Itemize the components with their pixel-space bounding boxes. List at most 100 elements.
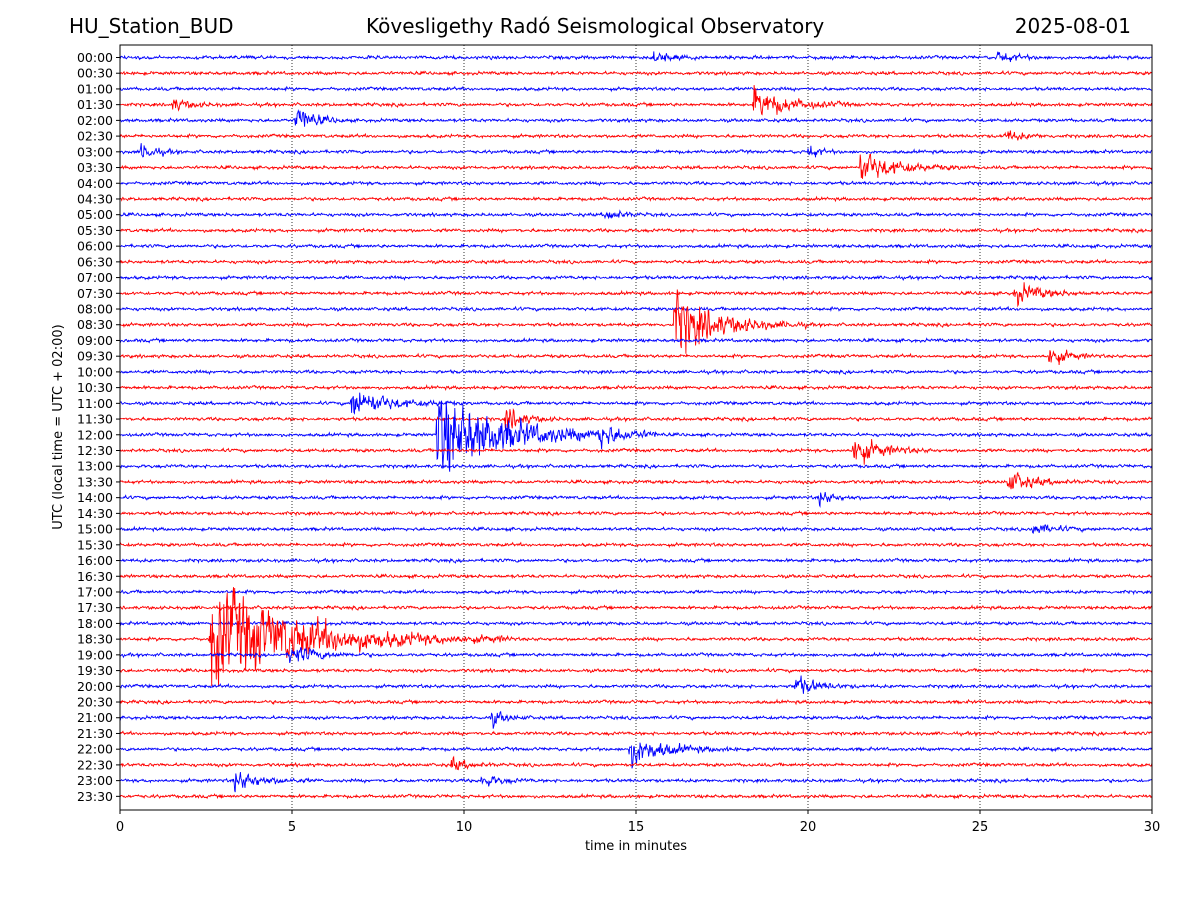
trace-0900 [120, 337, 1152, 344]
trace-0700 [120, 274, 1152, 282]
trace-2100 [120, 710, 1152, 729]
trace-0630 [120, 258, 1152, 265]
trace-1500 [120, 524, 1152, 534]
trace-0730 [120, 282, 1152, 308]
y-axis: 00:0000:3001:0001:3002:0002:3003:0003:30… [77, 50, 120, 804]
y-tick-label: 08:30 [77, 317, 113, 332]
trace-1800 [120, 620, 1152, 627]
seismic-traces [120, 51, 1152, 800]
y-tick-label: 06:30 [77, 254, 113, 269]
x-tick-label: 20 [800, 820, 817, 835]
y-tick-label: 20:30 [77, 695, 113, 710]
y-tick-label: 00:00 [77, 50, 113, 65]
y-tick-label: 06:00 [77, 239, 113, 254]
y-tick-label: 03:00 [77, 144, 113, 159]
trace-1730 [120, 604, 1152, 612]
trace-0430 [120, 195, 1152, 203]
x-tick-label: 15 [628, 820, 645, 835]
trace-2330 [120, 792, 1152, 800]
trace-0830 [120, 289, 1152, 354]
trace-0330 [120, 153, 1152, 179]
y-tick-label: 18:30 [77, 632, 113, 647]
y-tick-label: 15:30 [77, 537, 113, 552]
x-tick-label: 10 [456, 820, 473, 835]
y-tick-label: 19:00 [77, 647, 113, 662]
y-tick-label: 04:30 [77, 191, 113, 206]
trace-0400 [120, 180, 1152, 187]
y-tick-label: 09:00 [77, 333, 113, 348]
y-tick-label: 15:00 [77, 522, 113, 537]
y-tick-label: 22:00 [77, 742, 113, 757]
y-tick-label: 23:00 [77, 773, 113, 788]
x-tick-label: 5 [288, 820, 296, 835]
trace-0800 [120, 305, 1152, 313]
trace-0530 [120, 227, 1152, 235]
trace-0930 [120, 349, 1152, 366]
y-tick-label: 16:30 [77, 569, 113, 584]
y-tick-label: 21:30 [77, 726, 113, 741]
trace-1100 [120, 392, 1152, 415]
trace-2200 [120, 742, 1152, 769]
y-tick-label: 13:00 [77, 459, 113, 474]
trace-1300 [120, 462, 1152, 471]
x-axis: 0 5 10 15 20 25 30 [116, 810, 1160, 835]
trace-0200 [120, 109, 1152, 127]
trace-0300 [120, 143, 1152, 158]
y-tick-label: 01:00 [77, 81, 113, 96]
trace-0130 [120, 85, 1152, 116]
record-date: 2025-08-01 [1014, 14, 1131, 38]
y-tick-label: 21:00 [77, 710, 113, 725]
trace-1400 [120, 492, 1152, 508]
trace-1630 [120, 572, 1152, 580]
y-tick-label: 09:30 [77, 349, 113, 364]
y-tick-label: 19:30 [77, 663, 113, 678]
y-tick-label: 22:30 [77, 757, 113, 772]
y-tick-label: 13:30 [77, 474, 113, 489]
y-tick-label: 10:00 [77, 364, 113, 379]
trace-0030 [120, 69, 1152, 77]
y-tick-label: 03:30 [77, 160, 113, 175]
trace-1900 [120, 647, 1152, 664]
observatory-title: Kövesligethy Radó Seismological Observat… [366, 14, 825, 38]
y-tick-label: 20:00 [77, 679, 113, 694]
y-tick-label: 14:00 [77, 490, 113, 505]
trace-1930 [120, 667, 1152, 674]
x-tick-label: 25 [972, 820, 989, 835]
y-tick-label: 12:30 [77, 443, 113, 458]
trace-1230 [120, 439, 1152, 465]
y-tick-label: 11:00 [77, 396, 113, 411]
y-tick-label: 12:00 [77, 427, 113, 442]
y-tick-label: 08:00 [77, 302, 113, 317]
trace-0100 [120, 85, 1152, 93]
trace-1130 [120, 407, 1152, 429]
trace-1700 [120, 588, 1152, 596]
trace-1330 [120, 471, 1152, 490]
y-tick-label: 23:30 [77, 789, 113, 804]
x-tick-label: 0 [116, 820, 124, 835]
trace-1600 [120, 556, 1152, 565]
station-name: HU_Station_BUD [69, 14, 234, 38]
y-tick-label: 07:00 [77, 270, 113, 285]
trace-1000 [120, 368, 1152, 376]
y-tick-label: 16:00 [77, 553, 113, 568]
y-tick-label: 02:00 [77, 113, 113, 128]
y-axis-label: UTC (local time = UTC + 02:00) [51, 324, 66, 529]
trace-2300 [120, 771, 1152, 793]
y-tick-label: 17:00 [77, 584, 113, 599]
trace-0600 [120, 242, 1152, 250]
trace-1530 [120, 541, 1152, 549]
y-tick-label: 18:00 [77, 616, 113, 631]
y-tick-label: 17:30 [77, 600, 113, 615]
trace-0230 [120, 130, 1152, 141]
y-tick-label: 01:30 [77, 97, 113, 112]
y-tick-label: 02:30 [77, 129, 113, 144]
y-tick-label: 05:30 [77, 223, 113, 238]
trace-2000 [120, 675, 1152, 694]
trace-2230 [120, 755, 1152, 771]
trace-1030 [120, 383, 1152, 391]
y-tick-label: 05:00 [77, 207, 113, 222]
trace-0500 [120, 209, 1152, 220]
y-tick-label: 10:30 [77, 380, 113, 395]
y-tick-label: 11:30 [77, 412, 113, 427]
